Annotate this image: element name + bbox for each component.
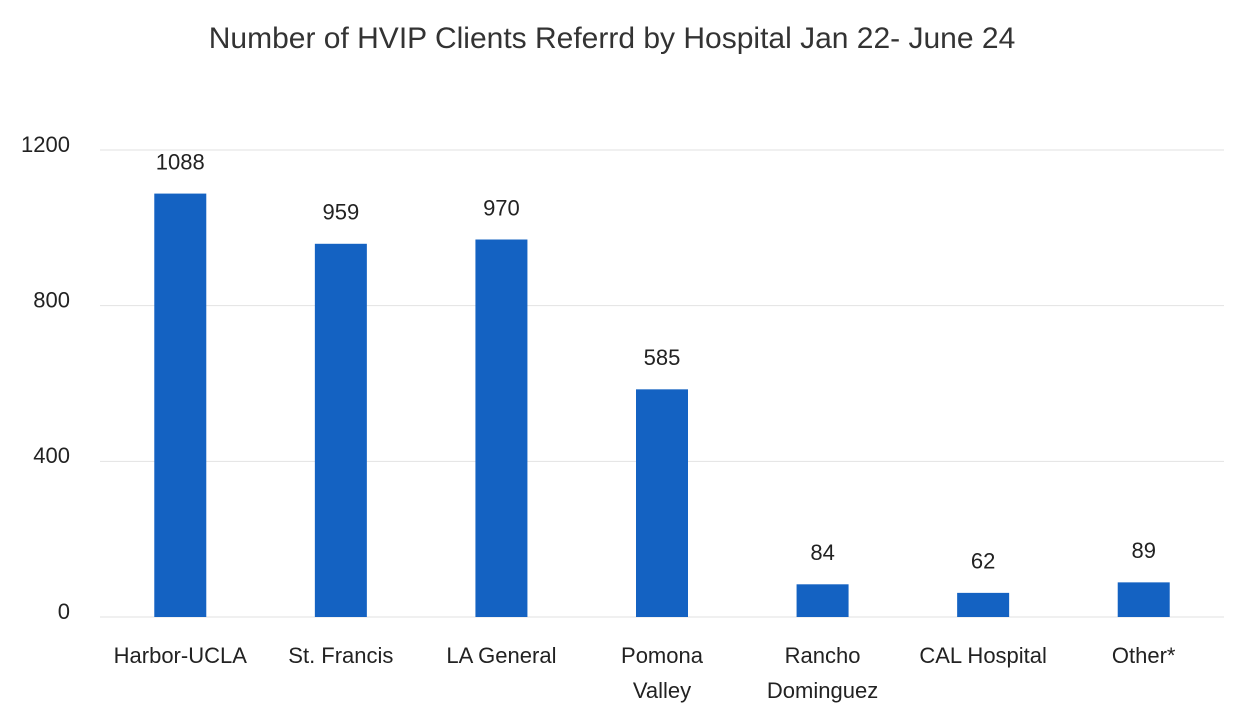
bar	[154, 193, 207, 617]
y-tick-label: 400	[33, 443, 70, 468]
data-label: 1088	[156, 149, 205, 174]
x-tick-label: Harbor-UCLA	[114, 643, 248, 668]
bar	[1117, 582, 1170, 617]
x-tick-label: CAL Hospital	[919, 643, 1047, 668]
y-tick-label: 1200	[21, 132, 70, 157]
data-label: 62	[971, 549, 995, 574]
data-label: 959	[322, 200, 359, 225]
x-tick-label: Other*	[1112, 643, 1176, 668]
x-tick-label: LA General	[446, 643, 556, 668]
bar	[636, 389, 688, 617]
x-tick-label: Pomona	[621, 643, 704, 668]
chart-title: Number of HVIP Clients Referrd by Hospit…	[209, 22, 1016, 55]
data-label: 585	[644, 345, 681, 370]
y-tick-label: 0	[58, 599, 70, 624]
bar	[957, 592, 1010, 617]
bar	[796, 584, 849, 617]
x-tick-label: St. Francis	[288, 643, 393, 668]
bar	[314, 243, 367, 617]
x-tick-label: Dominguez	[767, 678, 878, 703]
data-label: 84	[810, 540, 834, 565]
x-tick-label: Valley	[633, 678, 691, 703]
data-label: 89	[1131, 538, 1155, 563]
data-label: 970	[483, 195, 520, 220]
bar	[475, 239, 528, 617]
y-tick-label: 800	[33, 287, 70, 312]
x-tick-label: Rancho	[785, 643, 861, 668]
